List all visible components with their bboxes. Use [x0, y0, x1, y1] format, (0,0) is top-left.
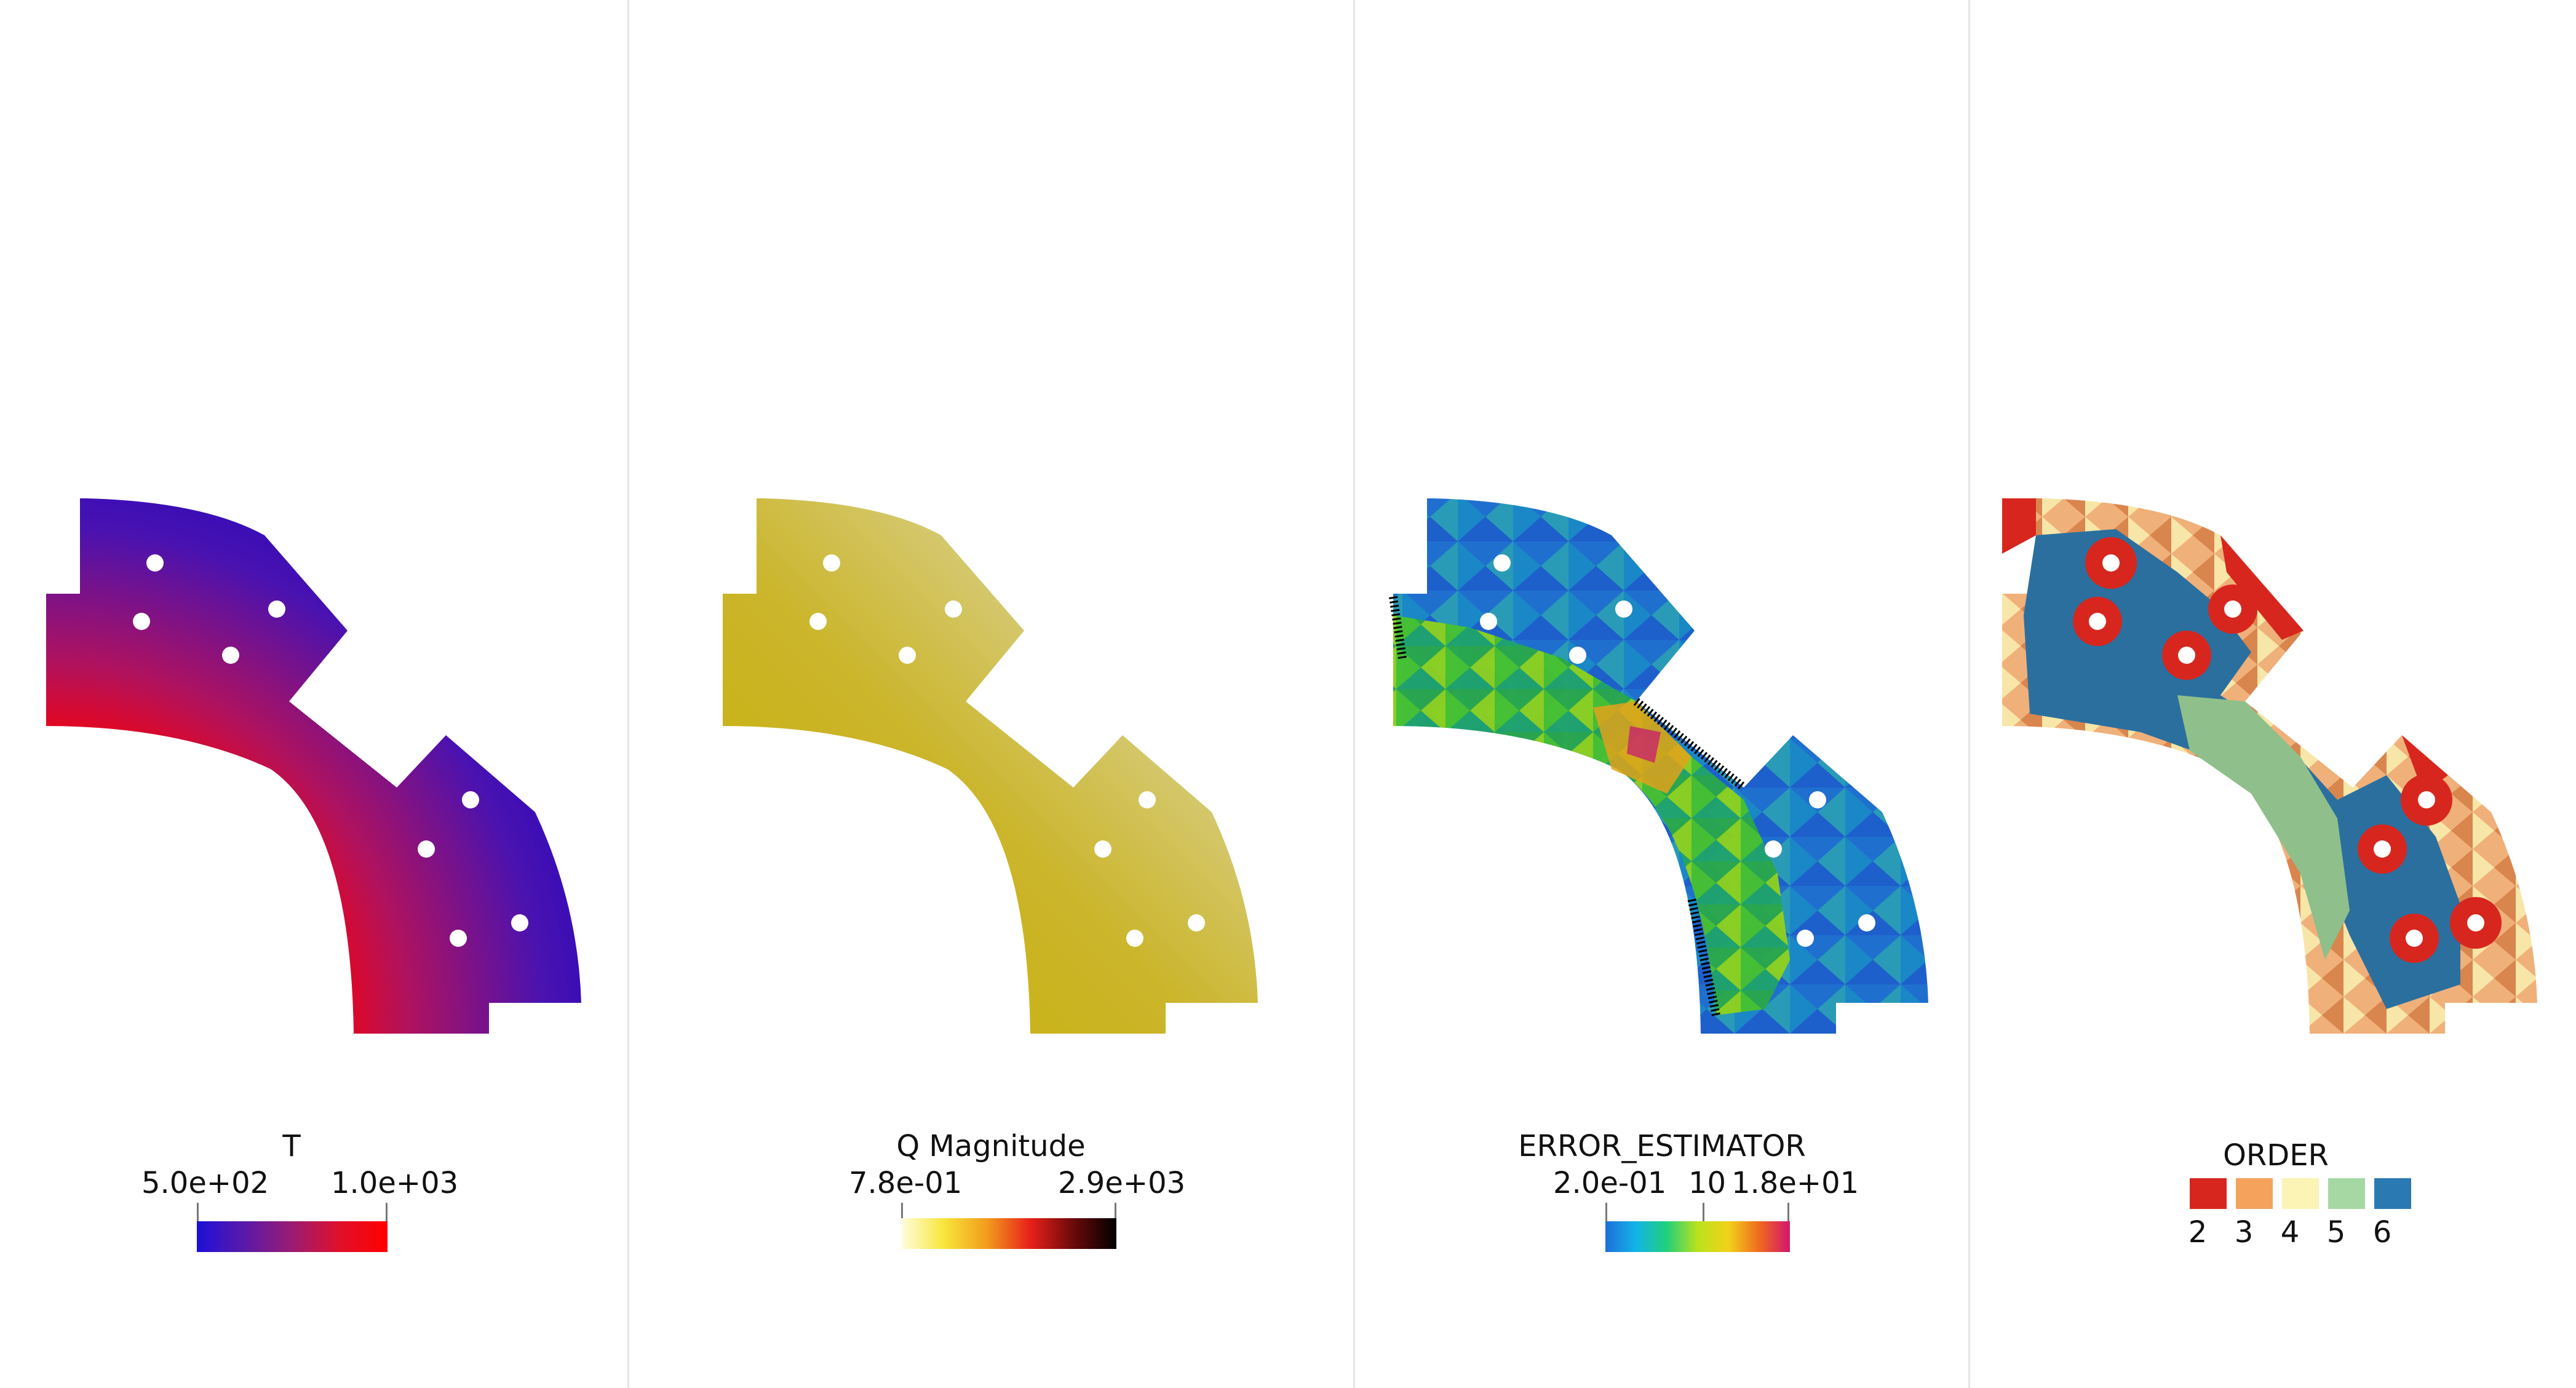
temperature-field-view[interactable] [0, 0, 627, 1046]
swatch-order-2 [2190, 1178, 2227, 1209]
legend-max-label: 1.0e+03 [331, 1166, 459, 1200]
panel-divider [1353, 0, 1355, 1388]
order-5-region [2177, 695, 2350, 960]
order-2-rings [2002, 498, 2502, 963]
order-label-3: 3 [2234, 1215, 2254, 1250]
legend-tick-max [1787, 1203, 1789, 1221]
swatch-order-5 [2328, 1178, 2365, 1209]
order-label-6: 6 [2372, 1215, 2392, 1250]
legend-tick-min [1605, 1203, 1607, 1221]
legend-min-label: 7.8e-01 [849, 1166, 963, 1200]
holes [133, 554, 528, 947]
order-field-view[interactable] [1956, 0, 2576, 1046]
legend-title: T [282, 1129, 301, 1163]
holes [809, 554, 1205, 947]
colorbar [901, 1218, 1116, 1249]
legend-min-label: 2.0e-01 [1553, 1166, 1667, 1200]
colorbar [1605, 1221, 1790, 1252]
swatch-order-4 [2282, 1178, 2319, 1209]
domain-shape [723, 498, 1258, 1034]
panel-divider [627, 0, 629, 1388]
colorbar [197, 1221, 388, 1252]
legend-mid-label: 10 [1688, 1166, 1727, 1200]
legend-tick-min [901, 1203, 903, 1221]
legend-tick-min [197, 1203, 199, 1221]
legend-tick-max [1115, 1203, 1116, 1221]
legend-max-label: 2.9e+03 [1058, 1166, 1186, 1200]
legend-title: ERROR_ESTIMATOR [1518, 1129, 1806, 1163]
refined-mesh-edge [1389, 596, 1747, 1016]
panel-divider [1968, 0, 1970, 1388]
legend-min-label: 5.0e+02 [141, 1166, 269, 1200]
legend-max-label: 1.8e+01 [1731, 1166, 1859, 1200]
order-label-4: 4 [2280, 1215, 2300, 1250]
swatch-order-3 [2236, 1178, 2273, 1209]
panel-order: ORDER 2 3 4 5 6 [1956, 0, 2576, 1388]
panel-q-magnitude: Q Magnitude 7.8e-01 2.9e+03 [677, 0, 1353, 1388]
high-error-band [1393, 615, 1790, 1015]
legend-title: ORDER [2223, 1138, 2329, 1173]
swatch-order-6 [2374, 1178, 2411, 1209]
q-magnitude-field-view[interactable] [677, 0, 1353, 1046]
domain-shape [46, 498, 581, 1034]
holes [1480, 554, 1875, 947]
error-estimator-field-view[interactable] [1347, 0, 1968, 1046]
peak-error-core [1627, 726, 1661, 763]
legend-title: Q Magnitude [896, 1129, 1086, 1163]
order-label-5: 5 [2326, 1215, 2346, 1250]
holes [2089, 554, 2484, 947]
panel-temperature: T 5.0e+02 1.0e+03 [0, 0, 627, 1388]
legend-tick-max [386, 1203, 388, 1221]
legend-tick-mid [1703, 1203, 1704, 1221]
order-label-2: 2 [2188, 1215, 2208, 1250]
panel-error-estimator: ERROR_ESTIMATOR 2.0e-01 10 1.8e+01 [1347, 0, 1968, 1388]
